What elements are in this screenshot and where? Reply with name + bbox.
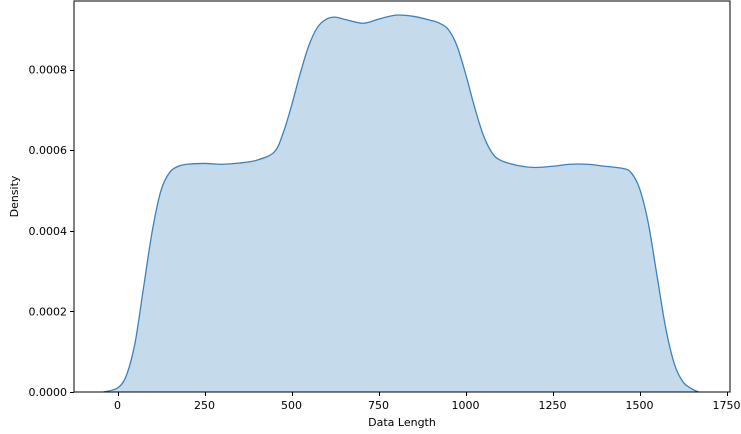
x-tick-label: 1500 [626, 399, 654, 412]
y-tick-label: 0.0000 [29, 386, 68, 399]
y-tick-label: 0.0008 [29, 64, 68, 77]
x-tick-label: 250 [194, 399, 215, 412]
x-tick-label: 0 [114, 399, 121, 412]
x-tick-label: 750 [368, 399, 389, 412]
x-tick-label: 1750 [713, 399, 741, 412]
y-axis-ticks: 0.0000 0.0002 0.0004 0.0006 0.0008 [29, 64, 74, 399]
x-axis-title: Data Length [368, 416, 436, 429]
x-tick-label: 500 [281, 399, 302, 412]
x-tick-label: 1000 [452, 399, 480, 412]
y-tick-label: 0.0006 [29, 144, 68, 157]
y-tick-label: 0.0004 [29, 225, 68, 238]
x-axis-ticks: 0 250 500 750 1000 1250 1500 1750 [114, 392, 741, 412]
density-curve-line [103, 14, 699, 393]
plot-frame [73, 0, 731, 393]
density-area-fill [103, 14, 699, 392]
y-tick-label: 0.0002 [29, 305, 68, 318]
y-axis-title: Density [8, 175, 21, 217]
x-tick-label: 1250 [539, 399, 567, 412]
plot-area [103, 14, 699, 393]
